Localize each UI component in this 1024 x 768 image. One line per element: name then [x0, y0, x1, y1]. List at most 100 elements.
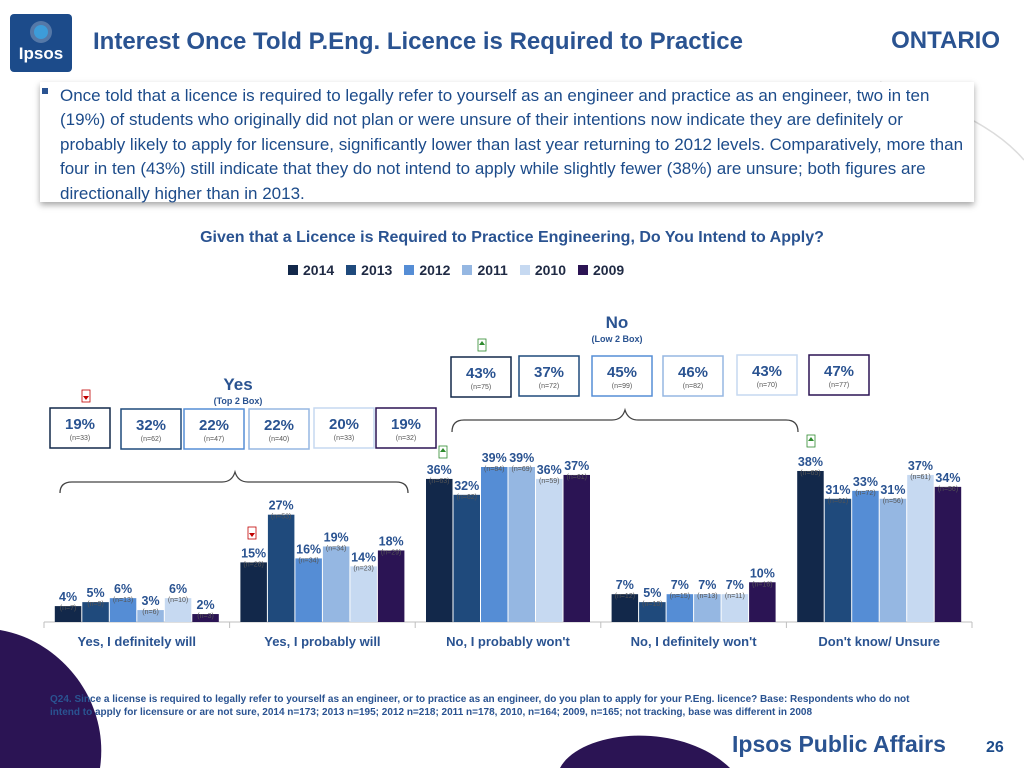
legend-swatch: [288, 265, 298, 275]
category-label: Yes, I definitely will: [78, 634, 197, 649]
n-label: (n=15): [670, 593, 690, 600]
yes-group-label: Yes: [223, 375, 252, 394]
bar: [852, 490, 879, 622]
no-box-value: 45%: [607, 364, 637, 381]
n-label: (n=12): [615, 593, 635, 600]
data-label: 6%: [169, 582, 187, 596]
yes-box-value: 22%: [199, 417, 229, 434]
legend-swatch: [578, 265, 588, 275]
no-box-value: 43%: [466, 365, 496, 382]
data-label: 3%: [142, 594, 160, 608]
bar: [611, 594, 639, 622]
n-label: (n=34): [326, 545, 346, 552]
yes-box: [120, 408, 182, 450]
bar: [721, 594, 749, 622]
no-box-n: (n=72): [539, 383, 559, 390]
no-box-value: 47%: [824, 363, 854, 380]
data-label: 33%: [853, 475, 878, 489]
yes-box-value: 20%: [329, 416, 359, 433]
legend-item: 2012: [404, 262, 450, 278]
data-label: 5%: [87, 586, 105, 600]
down-arrow-icon: [249, 533, 255, 537]
n-label: (n=23): [353, 565, 373, 572]
data-label: 39%: [509, 451, 534, 465]
bar: [137, 610, 164, 622]
n-label: (n=59): [539, 478, 559, 485]
bar: [508, 467, 535, 622]
up-arrow-icon: [440, 448, 446, 452]
yes-box-value: 32%: [136, 417, 166, 434]
yes-box-value: 19%: [65, 416, 95, 433]
yes-box-n: (n=62): [141, 436, 161, 443]
data-label: 34%: [935, 471, 960, 485]
bar: [322, 546, 350, 622]
data-label: 31%: [880, 483, 905, 497]
data-label: 39%: [482, 451, 507, 465]
bar: [377, 550, 405, 622]
n-label: (n=53): [271, 514, 291, 521]
bar: [639, 602, 666, 622]
n-label: (n=9): [87, 601, 104, 608]
no-box-n: (n=82): [683, 383, 703, 390]
bullet-marker: [42, 88, 48, 94]
up-arrow-icon: [808, 437, 814, 441]
n-label: (n=13): [697, 593, 717, 600]
bar: [666, 594, 694, 622]
data-label: 38%: [798, 455, 823, 469]
n-label: (n=34): [298, 557, 318, 564]
data-label: 14%: [351, 550, 376, 564]
n-label: (n=84): [484, 466, 504, 473]
logo-mark: [30, 21, 52, 43]
up-arrow-icon: [477, 338, 487, 352]
category-label: No, I definitely won't: [631, 634, 758, 649]
yes-box-n: (n=47): [204, 436, 224, 443]
data-label: 7%: [726, 578, 744, 592]
n-label: (n=72): [855, 490, 875, 497]
no-box-value: 37%: [534, 364, 564, 381]
bar: [350, 566, 377, 622]
bar: [82, 602, 109, 622]
data-label: 36%: [427, 463, 452, 477]
legend-item: 2013: [346, 262, 392, 278]
n-label: (n=6): [142, 609, 159, 616]
footnote: Q24. Since a license is required to lega…: [50, 694, 910, 718]
yes-box: [313, 407, 375, 449]
n-label: (n=62): [457, 494, 477, 501]
data-label: 7%: [616, 578, 634, 592]
n-label: (n=56): [883, 498, 903, 505]
bar: [54, 606, 82, 622]
data-label: 36%: [537, 463, 562, 477]
no-brace: [451, 407, 799, 433]
bar: [453, 494, 480, 622]
data-label: 37%: [908, 459, 933, 473]
legend-label: 2012: [419, 262, 451, 278]
yes-box-value: 19%: [391, 416, 421, 433]
n-label: (n=29): [381, 549, 401, 556]
no-box: [662, 355, 724, 397]
data-label: 19%: [324, 530, 349, 544]
logo-text: Ipsos: [18, 44, 64, 63]
n-label: (n=63): [429, 478, 449, 485]
corner-shape-left: [0, 630, 102, 768]
no-group-sublabel: (Low 2 Box): [592, 334, 643, 344]
no-box-n: (n=99): [612, 383, 632, 390]
bar: [749, 582, 776, 622]
up-arrow-icon: [806, 434, 816, 448]
page-title: Interest Once Told P.Eng. Licence is Req…: [93, 28, 743, 55]
data-label: 32%: [454, 479, 479, 493]
yes-box-value: 22%: [264, 417, 294, 434]
legend-label: 2013: [361, 262, 393, 278]
no-box-value: 43%: [752, 363, 782, 380]
n-label: (n=16): [752, 581, 772, 588]
yes-box-n: (n=33): [334, 435, 354, 442]
no-box: [518, 355, 580, 397]
data-label: 15%: [241, 546, 266, 560]
n-label: (n=10): [168, 597, 188, 604]
legend-swatch: [519, 265, 530, 275]
yes-box: [375, 407, 437, 449]
category-label: Don't know/ Unsure: [818, 634, 940, 649]
no-group-label: No: [606, 313, 629, 332]
data-label: 5%: [643, 586, 661, 600]
